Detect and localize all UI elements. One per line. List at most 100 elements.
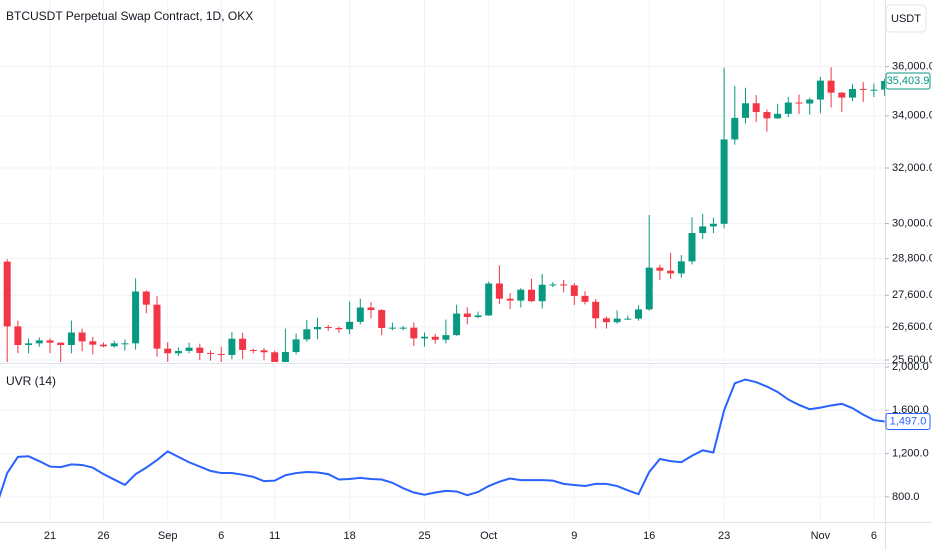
candle-body <box>560 284 568 286</box>
last-value-box <box>885 412 931 430</box>
candle-body <box>709 223 717 227</box>
x-tick-label: 6 <box>218 530 224 542</box>
candle-body <box>142 291 150 305</box>
candle-body <box>132 291 140 344</box>
y-tick-label: 28,800.0 <box>892 253 932 265</box>
candle-body <box>485 283 493 316</box>
y-tick-label: 34,000.0 <box>892 110 932 122</box>
candle-body <box>656 267 664 271</box>
candle-body <box>378 310 386 328</box>
candle-body <box>346 321 354 330</box>
button-label[interactable]: USDT <box>891 13 921 25</box>
candle-body <box>249 349 257 351</box>
candle-body <box>859 88 867 90</box>
candle-body <box>185 347 193 351</box>
price-pane <box>3 67 885 362</box>
x-tick-label: Nov <box>811 530 831 542</box>
candle-body <box>602 318 610 323</box>
candle-body <box>35 340 43 344</box>
candle-body <box>46 340 54 343</box>
candle-body <box>827 80 835 93</box>
last-price-box <box>885 72 931 90</box>
candle-body <box>677 261 685 274</box>
grid <box>0 0 885 520</box>
candle-body <box>752 103 760 113</box>
y-tick-label: 800.0 <box>892 491 920 503</box>
x-tick-label: Oct <box>480 530 497 542</box>
x-tick-label: 23 <box>718 530 730 542</box>
candle-body <box>239 338 247 350</box>
indicator-pane <box>0 378 885 499</box>
candle-body <box>281 351 289 362</box>
candle-body <box>196 347 204 353</box>
candle-body <box>388 327 396 329</box>
candle-body <box>164 348 172 354</box>
candle-body <box>399 327 407 329</box>
candle-body <box>774 113 782 119</box>
candle-body <box>592 301 600 319</box>
x-tick-label: 9 <box>571 530 577 542</box>
candle-body <box>870 89 878 91</box>
y-tick-label: 1,200.0 <box>892 447 929 459</box>
candle-body <box>495 283 503 299</box>
y-tick-label: 27,600.0 <box>892 289 932 301</box>
candle-body <box>153 304 161 349</box>
candle-body <box>613 318 621 323</box>
candle-body <box>324 327 332 329</box>
candle-body <box>528 289 535 302</box>
candle-body <box>699 226 707 234</box>
candle-body <box>795 102 803 104</box>
candle-body <box>431 336 439 340</box>
candle-body <box>260 350 268 353</box>
currency-button[interactable]: USDT <box>885 4 927 33</box>
candle-body <box>421 336 428 339</box>
candle-body <box>720 139 728 224</box>
x-tick-label: 18 <box>343 530 355 542</box>
indicator-title: UVR (14) <box>6 374 56 388</box>
x-tick-label: 26 <box>97 530 109 542</box>
button-frame[interactable] <box>885 4 927 33</box>
candle-body <box>14 326 22 345</box>
candle-body <box>506 298 514 301</box>
last-price-label: 35,403.9 <box>887 75 930 87</box>
candle-body <box>217 353 225 355</box>
candle-body <box>581 295 589 302</box>
candle-body <box>838 92 846 98</box>
candle-body <box>442 335 450 340</box>
candle-body <box>517 289 525 301</box>
candle-body <box>881 81 885 90</box>
candle-body <box>356 307 364 322</box>
candle-body <box>742 103 749 118</box>
x-tick-label: 21 <box>44 530 56 542</box>
candle-body <box>806 99 814 104</box>
candle-body <box>78 332 86 342</box>
x-tick-label: 6 <box>871 530 877 542</box>
candle-body <box>667 270 675 274</box>
candle-body <box>3 261 11 327</box>
candle-body <box>292 339 300 352</box>
y-tick-label: 26,600.0 <box>892 321 932 333</box>
candle-body <box>538 284 546 302</box>
y-tick-label: 32,000.0 <box>892 162 932 174</box>
chart-title: BTCUSDT Perpetual Swap Contract, 1D, OKX <box>6 9 253 23</box>
candle-body <box>784 102 792 114</box>
x-tick-label: 11 <box>269 530 280 542</box>
candle-body <box>849 88 856 98</box>
candle-body <box>303 329 311 340</box>
candle-body <box>763 112 771 119</box>
candle-body <box>207 352 214 354</box>
y-tick-label: 2,000.0 <box>892 361 929 373</box>
candle-body <box>228 338 236 355</box>
candle-body <box>731 117 739 140</box>
candle-body <box>570 285 578 296</box>
candle-body <box>121 343 129 345</box>
candle-body <box>57 342 65 345</box>
candle-body <box>688 233 696 262</box>
last-value-label: 1,497.0 <box>890 415 927 427</box>
candle-body <box>816 80 824 100</box>
candle-body <box>367 307 375 311</box>
candle-body <box>474 315 482 318</box>
candle-body <box>314 327 321 330</box>
